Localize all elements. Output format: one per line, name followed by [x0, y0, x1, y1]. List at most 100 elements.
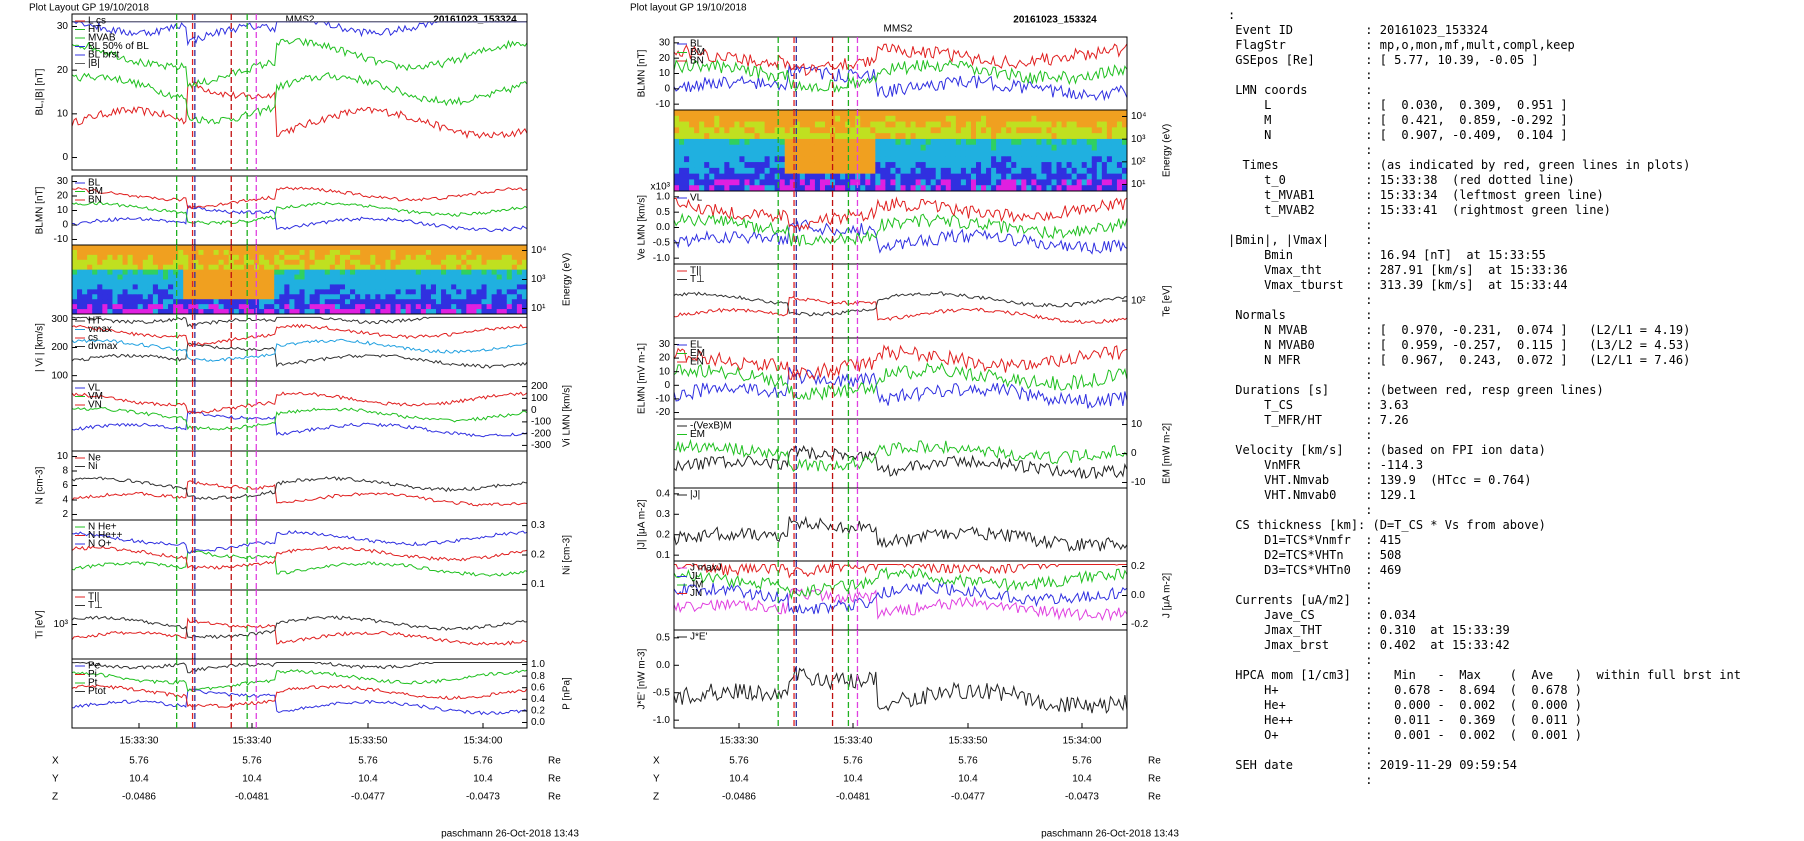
spectrogram-cell [375, 284, 381, 290]
y-tick-label: 20 [659, 53, 671, 64]
spectrogram-cell [674, 144, 680, 151]
spectrogram-cell [72, 304, 78, 310]
spectrogram-cell [309, 269, 316, 276]
spectrogram-cell [1036, 121, 1042, 128]
spectrogram-cell [491, 289, 498, 295]
y-axis-label-right: Energy (eV) [562, 253, 573, 306]
spectrogram-cell [870, 110, 876, 117]
spectrogram-cell [1011, 133, 1017, 140]
spectrogram-cell [870, 167, 876, 175]
spectrogram-cell [1056, 127, 1063, 134]
spectrogram-cell [168, 294, 174, 300]
spectrogram-cell [955, 156, 962, 163]
spectrogram-cell [289, 279, 295, 285]
spectrogram-cell [390, 309, 397, 315]
spectrogram-cell [77, 264, 83, 271]
spectrogram-cell [789, 133, 796, 140]
spectrogram-cell [491, 279, 498, 285]
spectrogram-cell [461, 269, 467, 276]
spectrogram-cell [112, 304, 118, 310]
spectrogram-cell [284, 289, 290, 295]
spectrogram-cell [940, 115, 947, 123]
spectrogram-cell [1111, 138, 1118, 146]
spectrogram-cell [875, 110, 881, 117]
trace [71, 342, 528, 369]
spectrogram-cell [754, 150, 761, 157]
spectrogram-cell [516, 299, 523, 305]
spectrogram-cell [955, 167, 962, 175]
spectrogram-cell [410, 289, 417, 295]
spectrogram-cell [709, 173, 715, 180]
spectrogram-cell [955, 110, 962, 117]
spectrogram-cell [137, 304, 144, 310]
spectrogram-cell [679, 162, 685, 169]
info-line: Jmax_brst : 0.402 at 15:33:42 [1228, 638, 1510, 652]
spectrogram-cell [930, 162, 937, 169]
spectrogram-cell [228, 249, 235, 256]
spectrogram-cell [825, 110, 831, 117]
spectrogram-cell [910, 115, 917, 123]
spectrogram-cell [714, 179, 720, 186]
y-tick-label-right: 0.0 [1131, 590, 1145, 601]
spectrogram-cell [825, 162, 831, 169]
spectrogram-cell [259, 294, 265, 300]
spectrogram-cell [1051, 167, 1058, 175]
spectrogram-cell [238, 245, 245, 251]
spectrogram-cell [996, 138, 1002, 146]
spectrogram-cell [360, 289, 366, 295]
spectrogram-cell [329, 299, 336, 305]
trace [71, 617, 528, 646]
spectrogram-cell [132, 254, 139, 261]
spectrogram-cell [804, 127, 811, 134]
spectrogram-cell [784, 133, 791, 140]
spectrogram-cell [734, 121, 740, 128]
spectrogram-cell [451, 294, 457, 300]
spectrogram-cell [870, 133, 876, 140]
spectrogram-cell [486, 269, 493, 276]
spectrogram-cell [168, 304, 174, 310]
spectrogram-cell [940, 144, 947, 151]
spectrogram-cell [178, 254, 184, 261]
legend-label: VN [88, 400, 102, 411]
spectrogram-cell [294, 259, 300, 266]
spectrogram-cell [714, 127, 720, 134]
spectrogram-cell [1096, 110, 1103, 117]
spectrogram-cell [679, 110, 685, 117]
spectrogram-cell [699, 179, 705, 186]
spectrogram-cell [284, 284, 290, 290]
spectrogram-cell [739, 150, 745, 157]
spectrogram-cell [724, 156, 730, 163]
spectrogram-cell [466, 304, 472, 310]
coord-cell: Re [1148, 792, 1161, 803]
spectrogram-cell [819, 110, 826, 117]
spectrogram-cell [1041, 133, 1047, 140]
trace [673, 361, 1128, 401]
plot-title: MMS2 [884, 24, 913, 35]
spectrogram-cell [203, 304, 209, 310]
spectrogram-cell [309, 264, 316, 271]
spectrogram-cell [804, 173, 811, 180]
spectrogram-cell [794, 115, 801, 123]
spectrogram-cell [734, 115, 740, 123]
y-tick-label: -1.0 [653, 253, 671, 264]
spectrogram-cell [284, 279, 290, 285]
spectrogram-cell [436, 259, 442, 266]
spectrogram-cell [830, 133, 836, 140]
spectrogram-cell [845, 167, 851, 175]
spectrogram-cell [684, 173, 690, 180]
spectrogram-cell [380, 264, 386, 271]
spectrogram-cell [679, 156, 685, 163]
spectrogram-cell [930, 121, 937, 128]
spectrogram-cell [769, 115, 776, 123]
spectrogram-cell [704, 144, 710, 151]
spectrogram-cell [223, 245, 230, 251]
spectrogram-cell [729, 156, 735, 163]
spectrogram-cell [915, 144, 922, 151]
spectrogram-cell [238, 274, 245, 280]
spectrogram-cell [865, 133, 871, 140]
y-axis-label: Ti [eV] [35, 610, 46, 639]
spectrogram-cell [339, 284, 346, 290]
spectrogram-cell [1036, 133, 1042, 140]
spectrogram-cell [970, 110, 977, 117]
coord-cell: -0.0486 [722, 792, 756, 803]
